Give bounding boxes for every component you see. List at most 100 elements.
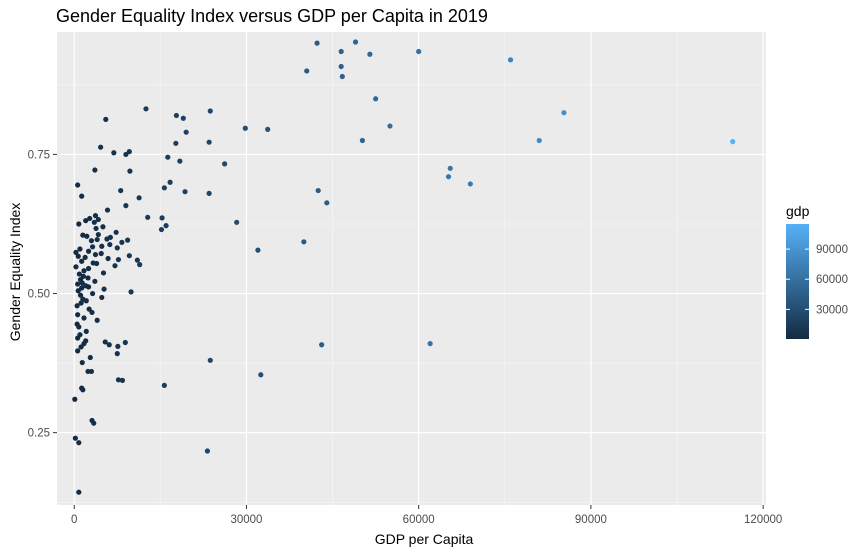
data-point	[73, 264, 79, 270]
data-point	[177, 158, 183, 164]
data-point	[222, 161, 228, 167]
data-point	[75, 281, 81, 287]
data-point	[180, 115, 186, 121]
color-legend: gdp 30000 60000 90000	[786, 203, 848, 339]
data-point	[207, 108, 213, 114]
data-point	[373, 96, 379, 102]
data-point	[158, 226, 165, 233]
data-point	[72, 396, 78, 402]
data-point	[258, 372, 264, 378]
data-point	[206, 139, 212, 145]
data-point	[324, 200, 330, 206]
y-axis-ticks: 0.25 0.50 0.75	[28, 149, 57, 440]
data-point	[106, 342, 112, 348]
data-point	[315, 187, 321, 194]
data-point	[93, 225, 99, 232]
y-axis-title: Gender Equality Index	[7, 203, 23, 342]
data-point	[173, 112, 180, 119]
data-point	[74, 303, 80, 309]
data-point	[99, 243, 105, 249]
data-point	[730, 139, 736, 145]
data-point	[207, 357, 213, 363]
data-point	[76, 440, 82, 446]
x-tick-label: 30000	[230, 514, 262, 526]
data-point	[81, 315, 87, 321]
data-point	[467, 181, 473, 187]
data-point	[72, 435, 78, 441]
data-point	[119, 377, 126, 383]
data-point	[104, 207, 111, 213]
data-point	[98, 144, 104, 150]
data-point	[79, 285, 85, 291]
data-point	[94, 236, 100, 243]
data-point	[123, 203, 129, 209]
data-point	[98, 250, 104, 257]
data-point	[304, 68, 310, 74]
data-point	[143, 106, 149, 112]
data-point	[127, 168, 133, 174]
data-point	[112, 263, 118, 269]
data-point	[79, 280, 85, 286]
data-point	[99, 294, 105, 301]
data-point	[338, 63, 344, 70]
data-point	[75, 253, 81, 259]
data-point	[84, 233, 90, 239]
data-point	[85, 275, 91, 281]
data-point	[118, 187, 124, 194]
data-point	[352, 39, 359, 45]
data-point	[115, 343, 121, 350]
data-point	[105, 255, 111, 262]
data-point	[80, 387, 86, 393]
data-point	[314, 40, 320, 46]
data-point	[85, 265, 92, 272]
data-point	[161, 185, 167, 191]
data-point	[111, 150, 117, 156]
data-point	[89, 244, 96, 250]
data-point	[115, 377, 122, 383]
data-point	[115, 256, 122, 263]
data-point	[137, 262, 143, 268]
data-point	[100, 270, 107, 276]
legend-colorbar	[786, 224, 809, 339]
data-point	[101, 286, 107, 292]
data-points	[72, 39, 736, 495]
data-point	[387, 123, 393, 129]
data-point	[95, 231, 101, 238]
data-point	[204, 448, 211, 454]
data-point	[83, 218, 89, 224]
data-point	[78, 344, 84, 350]
data-point	[114, 245, 120, 251]
x-axis-title: GDP per Capita	[375, 531, 474, 547]
data-point	[76, 489, 82, 495]
data-point	[242, 125, 248, 131]
x-tick-label: 90000	[575, 514, 607, 526]
data-point	[76, 221, 82, 227]
data-point	[416, 48, 422, 55]
data-point	[507, 57, 514, 63]
data-point	[338, 48, 344, 55]
data-point	[77, 246, 83, 252]
y-tick-label: 0.50	[28, 289, 50, 301]
data-point	[89, 290, 96, 297]
data-point	[78, 300, 84, 306]
data-point	[126, 253, 132, 259]
data-point	[75, 288, 81, 294]
legend-tick-label: 60000	[816, 274, 848, 286]
legend-tick-label: 30000	[816, 304, 848, 316]
data-point	[234, 219, 240, 225]
data-point	[83, 298, 89, 304]
data-point	[107, 241, 113, 248]
x-axis-ticks: 0 30000 60000 90000 120000	[71, 505, 782, 526]
data-point	[136, 195, 142, 201]
data-point	[206, 190, 212, 196]
y-tick-label: 0.75	[28, 149, 50, 161]
data-point	[183, 129, 189, 135]
data-point	[119, 239, 125, 245]
data-point	[92, 167, 98, 173]
data-point	[91, 219, 97, 225]
data-point	[319, 342, 325, 348]
data-point	[145, 214, 151, 220]
data-point	[92, 213, 99, 219]
plot-panel	[57, 32, 766, 505]
